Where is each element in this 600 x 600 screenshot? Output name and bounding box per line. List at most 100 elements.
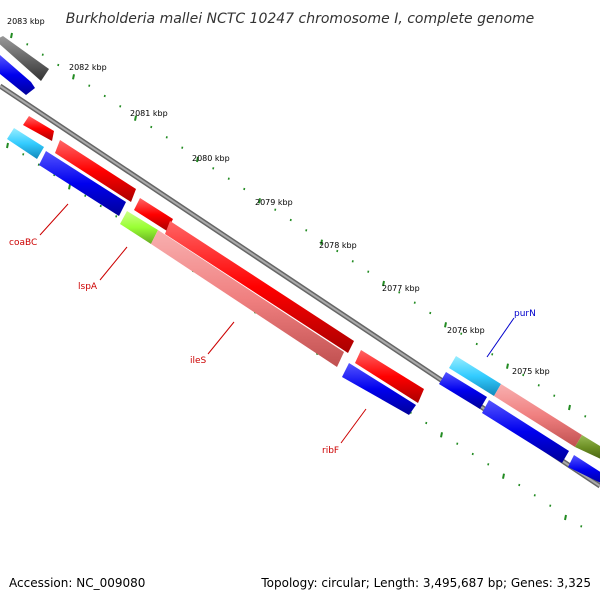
gene-feature-rna [449, 356, 501, 396]
tick-major [72, 74, 75, 80]
tick-minor [181, 146, 184, 149]
tick-major [502, 473, 505, 479]
tick-major [134, 115, 137, 121]
scale-label: 2082 kbp [69, 63, 107, 72]
tick-minor [487, 463, 490, 466]
tick-minor [549, 504, 552, 507]
genome-summary-text: Topology: circular; Length: 3,495,687 bp… [260, 576, 591, 590]
tick-minor [165, 136, 168, 139]
tick-minor [26, 43, 29, 46]
tick-minor [305, 229, 308, 232]
gene-label-coaBC: coaBC [9, 238, 37, 248]
outer-feature-track [0, 36, 49, 95]
tick-minor [351, 260, 354, 263]
gene-feature-olive [575, 435, 600, 459]
scale-label: 2076 kbp [447, 326, 485, 335]
tick-minor [425, 421, 428, 425]
tick-minor [84, 194, 87, 197]
tick-minor [553, 394, 556, 397]
tick-minor [533, 494, 536, 497]
tick-major [568, 404, 571, 411]
gene-label-ribF: ribF [322, 446, 339, 456]
gene-feature-pink [494, 384, 582, 447]
tick-major [444, 322, 447, 328]
gene-feature-red [134, 198, 173, 231]
scale-label: 2078 kbp [319, 241, 357, 250]
tick-minor [88, 84, 91, 87]
tick-minor [289, 218, 292, 222]
accession-text: Accession: NC_009080 [9, 576, 145, 590]
tick-minor [103, 94, 106, 98]
gene-feature-lime [120, 211, 158, 244]
tick-minor [491, 353, 494, 356]
tick-minor [227, 177, 230, 180]
gene-feature-blue [39, 151, 126, 216]
tick-minor [336, 249, 339, 253]
gene-feature-red [355, 350, 424, 403]
leader-line-lspA [99, 246, 128, 281]
tick-minor [398, 291, 401, 294]
map-title: Burkholderia mallei NCTC 10247 chromosom… [66, 11, 535, 27]
gene-label-purN: purN [514, 309, 536, 319]
gene-feature-blue [439, 372, 487, 409]
scale-label: 2081 kbp [130, 109, 168, 118]
tick-minor [522, 373, 525, 377]
gene-feature-red [23, 116, 54, 141]
tick-major [68, 184, 71, 190]
gene-feature-rna [7, 128, 44, 159]
tick-minor [212, 167, 215, 170]
tick-minor [475, 342, 478, 346]
gene-labels: coaBC lspA ileS ribF purN [9, 203, 536, 456]
gene-feature-blue [342, 363, 416, 415]
tick-minor [57, 63, 60, 67]
gene-feature-pink [151, 230, 344, 367]
gene-feature-gray [0, 36, 49, 81]
tick-major [506, 363, 509, 369]
gene-feature-red [165, 221, 354, 353]
tick-minor [41, 53, 44, 56]
tick-minor [99, 204, 102, 208]
tick-major [440, 432, 443, 438]
tick-minor [537, 384, 540, 387]
leader-line-purN [486, 317, 515, 358]
tick-minor [367, 270, 370, 273]
gene-feature-blue [0, 55, 35, 95]
gene-label-ileS: ileS [190, 356, 207, 366]
inner-feature-track [7, 116, 600, 483]
tick-major [6, 142, 9, 149]
tick-minor [413, 301, 416, 304]
tick-minor [471, 452, 474, 456]
gene-feature-red [55, 140, 136, 202]
gene-feature-blue [568, 455, 600, 483]
tick-minor [584, 415, 587, 418]
gene-feature-blue [482, 400, 569, 463]
tick-minor [580, 525, 583, 528]
tick-minor [429, 311, 432, 315]
scale-label: 2079 kbp [255, 198, 293, 207]
leader-line-ribF [340, 408, 367, 444]
tick-major [382, 280, 385, 287]
tick-major [10, 32, 13, 39]
tick-minor [518, 483, 521, 487]
scale-label: 2083 kbp [7, 17, 45, 26]
scale-label: 2080 kbp [192, 154, 230, 163]
tick-minor [150, 125, 153, 129]
tick-minor [460, 332, 463, 335]
tick-minor [456, 442, 459, 445]
scale-ticks-outer [10, 32, 587, 418]
tick-minor [22, 153, 25, 156]
tick-minor [115, 215, 118, 218]
tick-minor [274, 208, 277, 211]
tick-major [258, 198, 261, 204]
scale-label: 2075 kbp [512, 367, 550, 376]
tick-minor [119, 105, 122, 108]
tick-major [320, 239, 323, 245]
tick-minor [37, 163, 40, 166]
leader-line-ileS [207, 321, 235, 355]
scale-label: 2077 kbp [382, 284, 420, 293]
tick-major [196, 156, 199, 163]
gene-label-lspA: lspA [78, 282, 98, 292]
scale-labels: 2083 kbp 2082 kbp 2081 kbp 2080 kbp 2079… [7, 17, 550, 376]
tick-major [564, 514, 567, 521]
